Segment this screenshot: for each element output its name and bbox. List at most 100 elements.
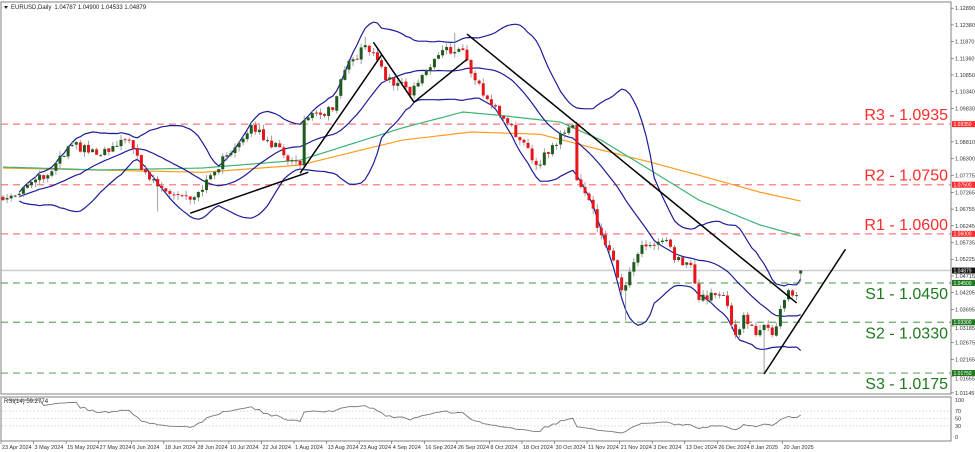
chart-header: EURUSD,Daily 1.04787 1.04900 1.04533 1.04…: [4, 5, 147, 11]
candle-bullish: [799, 270, 803, 274]
main-pane-frame: [0, 1, 952, 395]
price-axis-label: 1.09830: [955, 106, 975, 112]
price-axis-label: 1.01655: [955, 377, 975, 383]
candle-bullish: [70, 145, 74, 147]
candle-bearish: [139, 155, 143, 170]
candle-bullish: [217, 169, 221, 173]
resistance-price-tag-box: [952, 181, 975, 188]
ohlc-readout: 1.04787 1.04900 1.04533 1.04879: [54, 5, 146, 11]
candle-bullish: [636, 253, 640, 263]
candle-bearish: [261, 129, 265, 141]
candle-bullish: [249, 125, 253, 134]
candle-bearish: [498, 105, 502, 116]
candle-bearish: [384, 66, 388, 81]
price-axis-label: 1.04715: [955, 274, 975, 280]
candle-bullish: [29, 181, 33, 186]
candle-bearish: [253, 124, 257, 132]
candle-bullish: [111, 146, 115, 152]
candle-bullish: [290, 160, 294, 162]
candle-bearish: [502, 115, 506, 119]
candle-bearish: [689, 262, 693, 265]
candle-bearish: [612, 250, 615, 261]
rsi-axis-label: 0: [955, 435, 958, 441]
candle-bearish: [160, 185, 164, 188]
candle-bearish: [591, 199, 595, 209]
candle-bullish: [457, 48, 461, 52]
candle-bullish: [778, 308, 782, 327]
candle-bearish: [526, 142, 530, 149]
price-axis-label: 1.08300: [955, 157, 975, 163]
support-level-label: S2 - 1.0330: [865, 325, 948, 342]
candle-bearish: [143, 169, 147, 173]
candle-bearish: [323, 114, 327, 116]
date-axis-label: 13 Dec 2024: [686, 445, 717, 451]
rsi-axis-label: 70: [955, 409, 961, 415]
candle-bearish: [135, 148, 139, 156]
candle-bullish: [660, 240, 664, 243]
date-axis-label: 6 Jun 2024: [132, 445, 159, 451]
price-axis-label: 1.12380: [955, 23, 975, 29]
date-axis-label: 18 Oct 2024: [523, 445, 553, 451]
price-axis-label: 1.06245: [955, 224, 975, 230]
candle-bullish: [445, 47, 449, 51]
candle-bearish: [78, 142, 82, 152]
candle-bullish: [563, 132, 567, 134]
candle-bullish: [388, 77, 392, 80]
date-axis-label: 30 Oct 2024: [556, 445, 586, 451]
date-axis-label: 3 May 2024: [35, 445, 64, 451]
candle-bullish: [441, 50, 445, 56]
current-price-tag-box: [952, 267, 975, 274]
resistance-price-tag: 1.07500: [954, 183, 972, 189]
date-axis-label: 10 Jul 2024: [230, 445, 258, 451]
candle-bullish: [412, 85, 416, 96]
candle-bullish: [327, 107, 331, 116]
resistance-price-tag-box: [952, 121, 975, 128]
candle-bearish: [380, 60, 384, 67]
candle-bullish: [758, 330, 762, 336]
candle-bearish: [465, 49, 469, 61]
candle-bearish: [713, 293, 717, 296]
candle-bearish: [599, 227, 603, 236]
candle-bearish: [188, 196, 192, 200]
candle-bullish: [762, 324, 766, 331]
date-axis-label: 20 Jan 2025: [783, 445, 813, 451]
candle-bullish: [709, 292, 713, 301]
date-axis-label: 22 Jul 2024: [262, 445, 290, 451]
candle-bullish: [559, 133, 563, 145]
price-axis-label: 1.05225: [955, 257, 975, 263]
price-axis-label: 1.02675: [955, 341, 975, 347]
candle-bearish: [770, 327, 774, 336]
candle-bullish: [359, 47, 363, 60]
candle-bullish: [62, 155, 66, 157]
resistance-price-tag-box: [952, 230, 975, 237]
candle-bullish: [229, 153, 233, 156]
candle-bullish: [233, 147, 237, 154]
price-axis-label: 1.10850: [955, 73, 975, 79]
candle-bullish: [632, 262, 636, 272]
price-axis-label: 1.05735: [955, 241, 975, 247]
candle-bearish: [331, 107, 335, 111]
candle-bearish: [595, 209, 599, 228]
candle-bullish: [717, 294, 721, 296]
candle-bullish: [66, 146, 70, 157]
candle-bearish: [587, 193, 591, 201]
candle-bearish: [754, 325, 758, 336]
candle-bullish: [432, 58, 436, 68]
candle-bullish: [335, 96, 339, 111]
candle-bearish: [270, 140, 274, 148]
candle-bearish: [620, 277, 624, 291]
candle-bullish: [58, 155, 62, 164]
date-axis-label: 28 Jun 2024: [197, 445, 227, 451]
candle-bullish: [213, 171, 217, 176]
date-axis-label: 26 Sep 2024: [458, 445, 489, 451]
candle-bearish: [371, 52, 375, 54]
candle-bearish: [534, 160, 538, 166]
candle-bullish: [347, 60, 351, 70]
candle-bullish: [205, 179, 208, 191]
price-axis-label: 1.03695: [955, 307, 975, 313]
rsi-line: [7, 399, 801, 434]
candle-bullish: [237, 142, 241, 148]
triangle-down-icon[interactable]: [4, 6, 8, 9]
support-price-tag-box: [952, 370, 975, 377]
